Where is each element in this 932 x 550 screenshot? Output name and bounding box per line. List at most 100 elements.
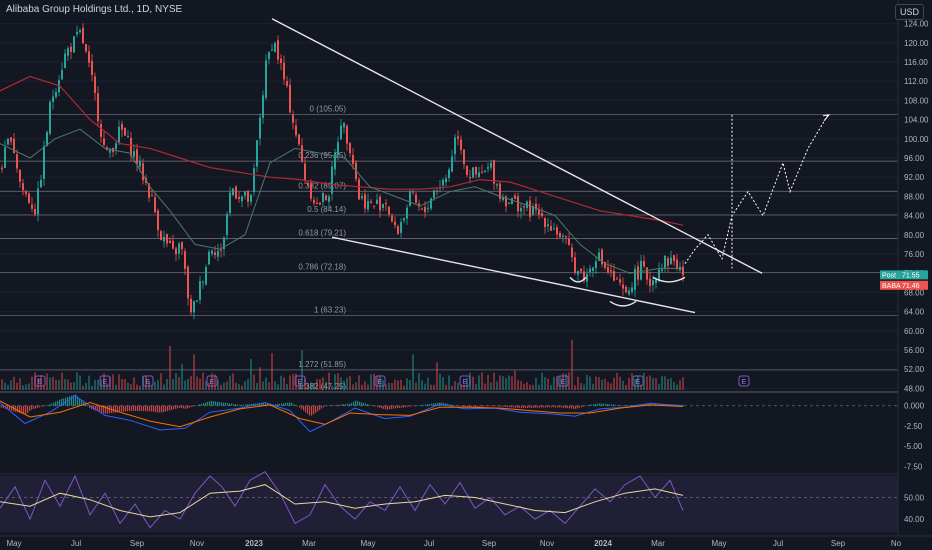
candle-body: [442, 179, 444, 186]
price-tick-label: 68.00: [904, 288, 925, 297]
macd-histogram-bar: [405, 405, 407, 408]
macd-histogram-bar: [465, 405, 467, 408]
fib-level-label: 1.382 (47.25): [298, 382, 346, 391]
volume-bar: [373, 373, 375, 390]
earnings-letter: E: [210, 379, 215, 386]
macd-histogram-bar: [181, 405, 183, 408]
macd-histogram-bar: [597, 403, 599, 406]
symbol-title: Alibaba Group Holdings Ltd., 1D, NYSE: [6, 4, 183, 15]
candle-body: [502, 197, 504, 201]
candle-body: [361, 196, 363, 199]
candle-body: [481, 171, 483, 173]
rsi-pane[interactable]: [0, 471, 898, 532]
volume-bar: [505, 378, 507, 390]
volume-bar: [52, 376, 54, 390]
volume-bar: [271, 352, 273, 390]
macd-histogram-bar: [631, 405, 633, 406]
volume-bar: [244, 381, 246, 390]
volume-bar: [97, 379, 99, 390]
macd-histogram-bar: [167, 405, 169, 411]
macd-histogram-bar: [487, 405, 489, 407]
volume-bar: [349, 376, 351, 390]
macd-histogram-bar: [323, 405, 325, 408]
price-axis[interactable]: 124.00 120.00 116.00 112.00 108.00 104.00 100.…: [880, 0, 932, 550]
macd-histogram-bar: [609, 404, 611, 406]
candle-body: [157, 210, 159, 230]
macd-histogram-bar: [301, 405, 303, 409]
volume-bar: [196, 376, 198, 390]
time-axis[interactable]: May Jul Sep Nov 2023 Mar May Jul Sep Nov 2024 Mar Ma…: [0, 535, 932, 548]
candle-body: [190, 298, 192, 313]
candle-body: [604, 262, 606, 269]
candle-body: [283, 62, 285, 80]
volume-bar: [499, 375, 501, 390]
macd-histogram-bar: [261, 402, 263, 406]
candle-body: [310, 183, 312, 199]
macd-histogram-bar: [451, 404, 453, 406]
earnings-icon: [294, 375, 306, 387]
macd-histogram-bar: [549, 405, 551, 408]
projection-path: [684, 114, 829, 264]
candle-body: [601, 249, 603, 265]
macd-histogram-bar: [475, 405, 477, 407]
candle-body: [649, 278, 651, 286]
volume-bar: [136, 384, 138, 390]
volume-bar: [82, 385, 84, 390]
volume-bar: [595, 376, 597, 390]
moving-averages[interactable]: [0, 75, 684, 274]
volume-bar: [478, 375, 480, 390]
macd-histogram-bar: [437, 402, 439, 406]
volume-bar: [343, 380, 345, 390]
earnings-icon: [34, 375, 46, 387]
candle-body: [562, 235, 564, 237]
price-label-name: Post: [882, 272, 896, 279]
macd-histogram-bar: [665, 404, 667, 406]
volume-bar: [94, 379, 96, 390]
macd-histogram-bar: [43, 405, 45, 407]
candle-body: [100, 123, 102, 137]
macd-histogram-bar: [73, 395, 75, 406]
macd-histogram-bar: [175, 405, 177, 409]
volume-bar: [382, 379, 384, 390]
macd-pane[interactable]: [0, 394, 898, 433]
volume-bar: [358, 375, 360, 390]
candle-body: [346, 125, 348, 144]
macd-histogram-bar: [249, 404, 251, 406]
candle-body: [136, 149, 138, 165]
volume-bar: [256, 383, 258, 390]
macd-histogram-bar: [351, 402, 353, 406]
candle-body: [325, 195, 327, 201]
macd-histogram-bar: [299, 405, 301, 408]
price-tick-label: 116.00: [904, 58, 928, 67]
candle-body: [595, 261, 597, 269]
macd-histogram-bar: [625, 405, 627, 406]
macd-histogram-bar: [223, 402, 225, 406]
macd-histogram-bar: [99, 405, 101, 412]
volume-bar: [163, 384, 165, 390]
macd-histogram-bar: [331, 405, 333, 406]
volume-bar: [79, 375, 81, 390]
volume-bar: [571, 339, 573, 390]
volume-bar: [601, 379, 603, 390]
macd-histogram-bar: [31, 405, 33, 410]
macd-histogram-bar: [401, 405, 403, 408]
candle-body: [523, 206, 525, 208]
volume-bar: [451, 385, 453, 390]
macd-histogram-bar: [561, 405, 563, 408]
macd-histogram-bar: [369, 404, 371, 406]
candle-body: [544, 218, 546, 228]
currency-button[interactable]: USD: [894, 4, 924, 20]
macd-histogram-bar: [359, 401, 361, 406]
macd-histogram-bar: [343, 404, 345, 406]
candle-body: [364, 194, 366, 209]
candle-body: [559, 232, 561, 238]
volume-bar: [187, 378, 189, 390]
macd-histogram-bar: [521, 405, 523, 409]
candlestick-series[interactable]: [1, 23, 684, 320]
price-tick-label: 56.00: [904, 346, 925, 355]
macd-histogram-bar: [461, 405, 463, 407]
trendline-drawings[interactable]: [271, 18, 831, 314]
macd-histogram-bar: [79, 398, 81, 406]
